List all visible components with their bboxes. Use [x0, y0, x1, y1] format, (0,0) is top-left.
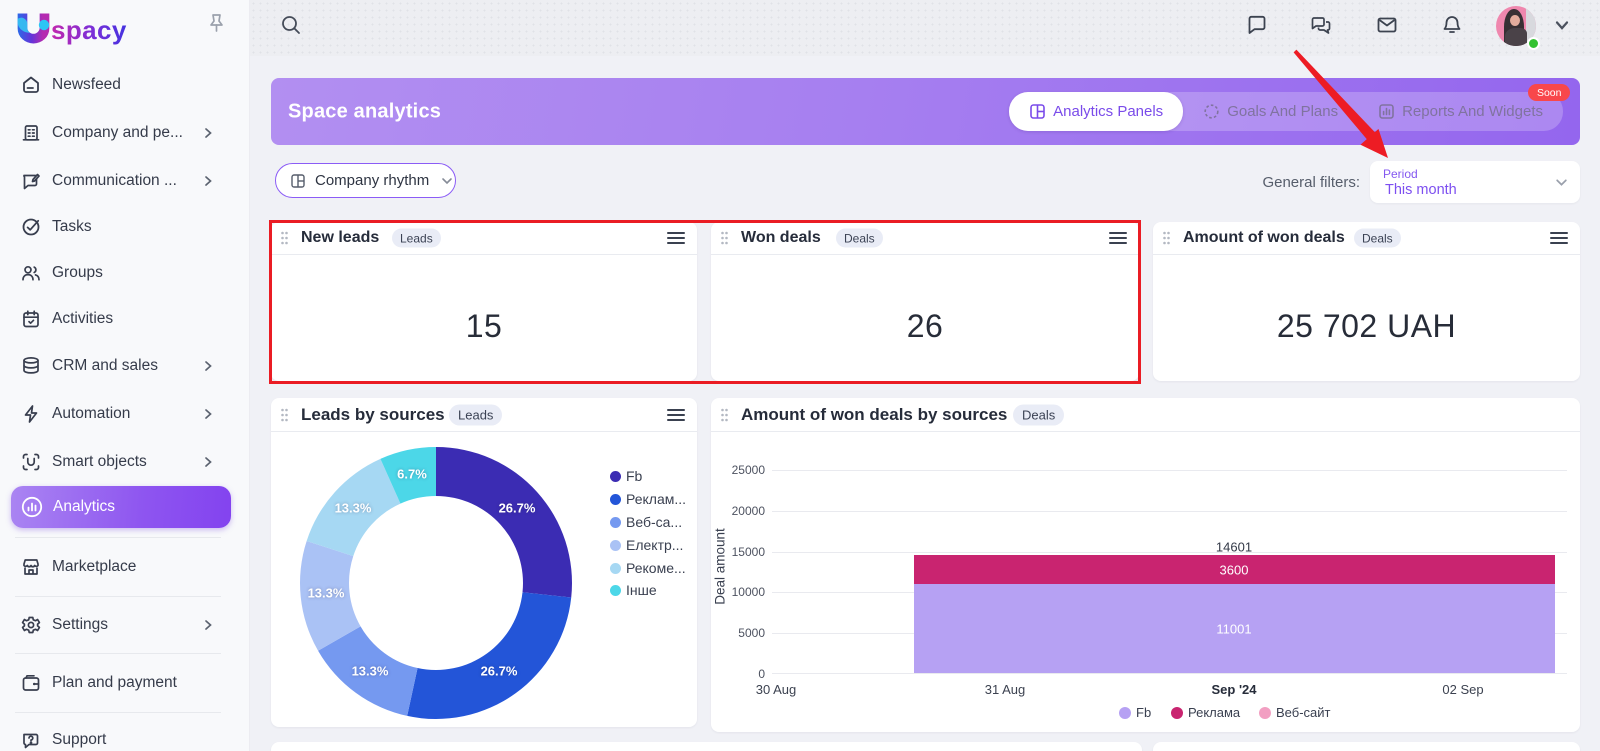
svg-text:spacy: spacy	[51, 15, 127, 45]
